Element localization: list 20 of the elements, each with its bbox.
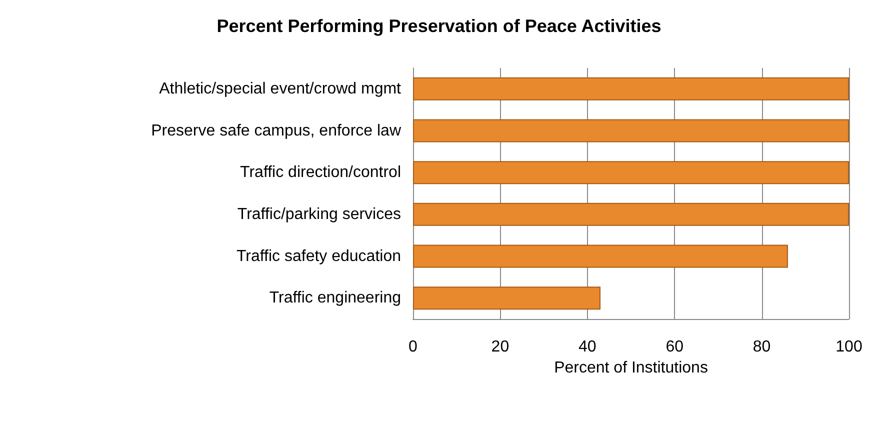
y-tick-label: Traffic/parking services <box>237 206 401 223</box>
x-tick-label: 100 <box>836 338 862 356</box>
y-tick-label: Traffic engineering <box>269 290 401 307</box>
y-tick-label: Traffic safety education <box>236 248 401 265</box>
bar <box>413 77 849 100</box>
y-tick-label: Traffic direction/control <box>240 164 401 182</box>
x-tick-label: 20 <box>491 338 510 356</box>
x-tick-label: 60 <box>666 338 684 356</box>
bar <box>413 244 788 268</box>
bar <box>413 119 849 142</box>
y-tick-label: Athletic/special event/crowd mgmt <box>159 80 402 98</box>
x-tick-label: 40 <box>578 338 596 356</box>
chart-title: Percent Performing Preservation of Peace Activities <box>216 16 662 36</box>
bar <box>413 161 849 184</box>
x-tick-label: 0 <box>408 338 418 356</box>
bar <box>413 202 849 226</box>
y-tick-label: Preserve safe campus, enforce law <box>151 122 402 140</box>
x-tick-label: 80 <box>752 338 771 356</box>
bar <box>413 286 600 310</box>
x-axis-title: Percent of Institutions <box>554 359 708 376</box>
